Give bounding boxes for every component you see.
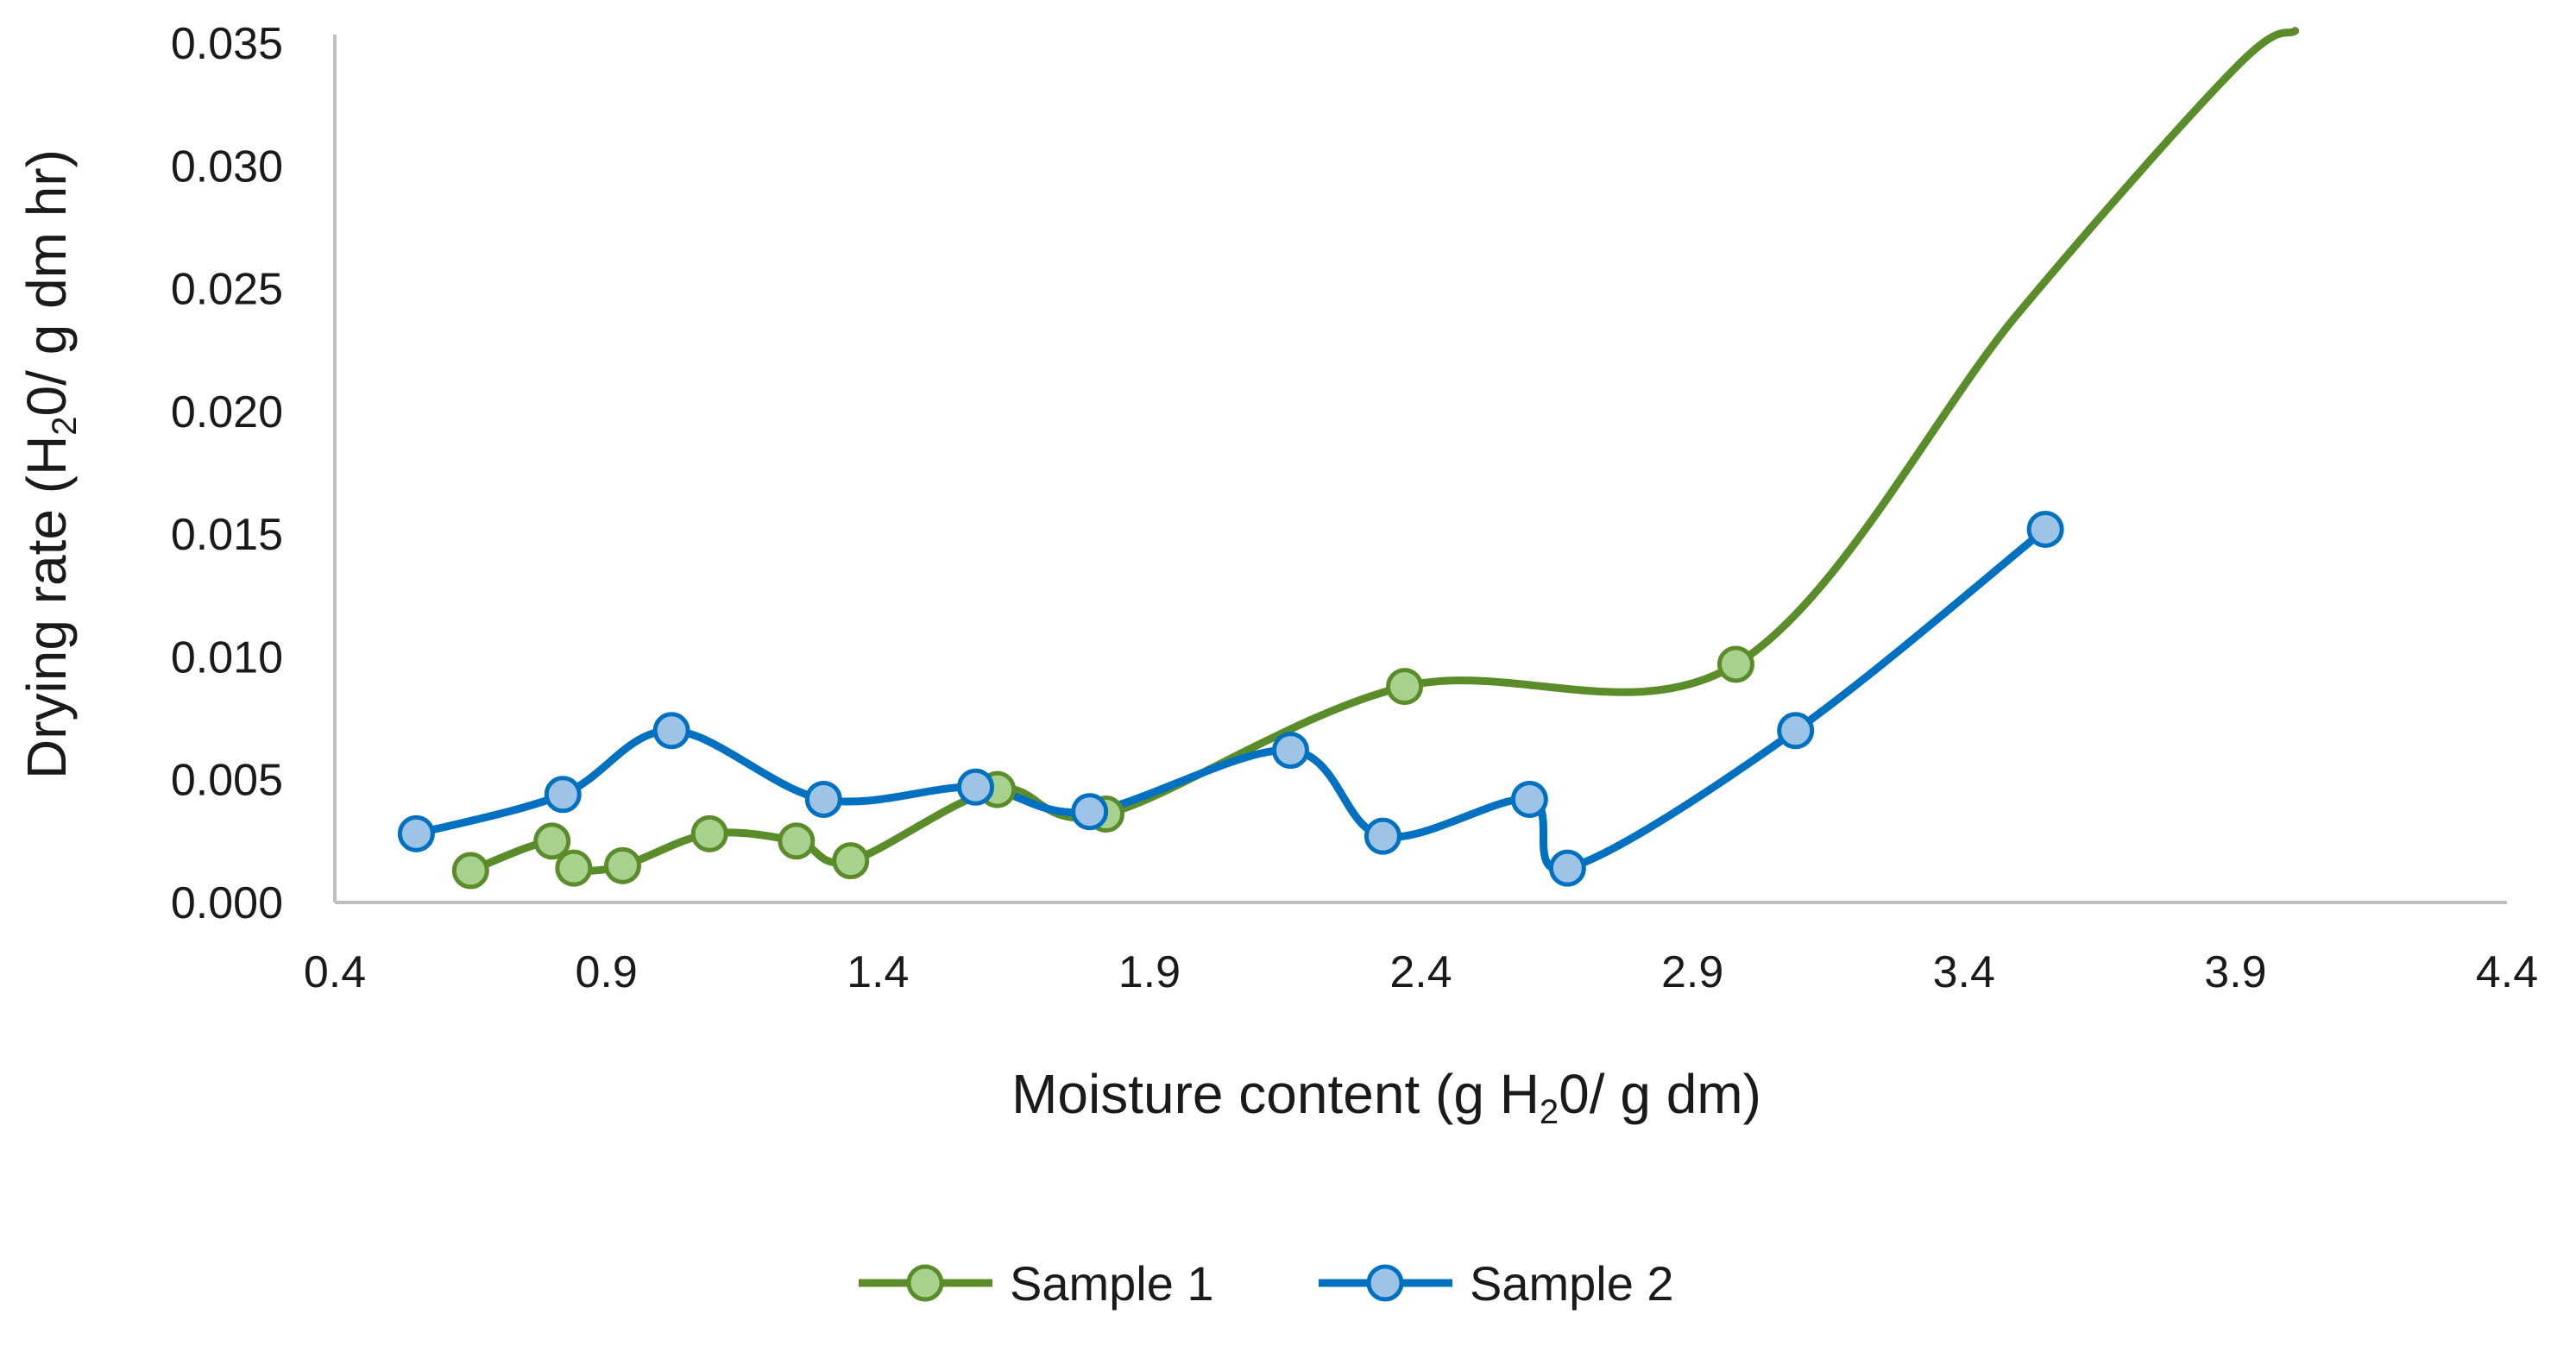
data-point-series-1	[451, 852, 489, 890]
y-axis-title-subscript: 2	[46, 416, 84, 435]
x-tick-label: 4.4	[2476, 947, 2538, 997]
data-point-series-2	[1548, 849, 1586, 887]
x-tick-label: 2.9	[1661, 947, 1723, 997]
data-point-series-1	[690, 814, 728, 852]
legend: Sample 1 Sample 2	[859, 1256, 1674, 1311]
x-axis-title: Moisture content (g H20/ g dm)	[1011, 1063, 1761, 1131]
y-tick-label: 0.035	[171, 19, 283, 69]
legend-marker-swatch	[906, 1264, 944, 1302]
x-tick-label: 3.9	[2204, 947, 2266, 997]
x-tick-label: 3.4	[1933, 947, 1995, 997]
data-point-series-2	[652, 712, 690, 750]
x-tick-label: 1.4	[847, 947, 909, 997]
data-point-series-2	[1364, 817, 1401, 855]
data-point-series-1	[1386, 668, 1424, 706]
y-tick-label: 0.005	[171, 756, 283, 806]
tick-labels: 0.4 0.9 1.4 1.9 2.4 2.9 3.4 3.9 4.4 0.000 0.005 0.0…	[171, 19, 2538, 997]
data-point-series-2	[397, 814, 435, 852]
data-point-series-2	[1777, 712, 1815, 750]
legend-item-series-1: Sample 1	[859, 1256, 1214, 1311]
legend-item-series-2: Sample 2	[1319, 1256, 1674, 1311]
y-axis-title: Drying rate (H20/ g dm hr)	[16, 149, 84, 779]
data-point-series-1	[832, 842, 870, 880]
data-point-series-2	[2026, 510, 2064, 548]
x-tick-label: 0.4	[304, 947, 366, 997]
x-tick-label: 0.9	[575, 947, 637, 997]
series-markers	[397, 510, 2064, 890]
y-tick-label: 0.030	[171, 141, 283, 192]
legend-label: Sample 1	[1010, 1256, 1214, 1311]
y-tick-label: 0.025	[171, 265, 283, 315]
axes	[333, 35, 2507, 904]
data-point-series-1	[1716, 645, 1754, 683]
y-tick-label: 0.015	[171, 510, 283, 560]
data-point-series-2	[804, 780, 842, 818]
x-tick-label: 2.4	[1389, 947, 1452, 997]
y-axis-title-rest: 0/ g dm hr)	[16, 149, 78, 416]
data-point-series-1	[604, 846, 642, 884]
series-lines	[412, 27, 2300, 875]
y-axis-title-main: Drying rate (H	[16, 436, 78, 779]
data-point-series-2	[1510, 780, 1548, 818]
x-axis-title-main: Moisture content (g H	[1011, 1063, 1540, 1125]
data-point-series-2	[1071, 793, 1109, 831]
y-tick-label: 0.010	[171, 632, 283, 682]
data-point-series-1	[778, 822, 816, 860]
data-point-series-1	[555, 849, 593, 887]
data-point-series-2	[1271, 732, 1309, 770]
x-axis-title-rest: 0/ g dm)	[1559, 1063, 1761, 1125]
legend-marker-swatch	[1366, 1264, 1404, 1302]
x-axis-title-subscript: 2	[1540, 1093, 1559, 1131]
data-point-series-1	[533, 822, 571, 860]
data-point-series-2	[544, 776, 582, 814]
x-tick-label: 1.9	[1118, 947, 1181, 997]
series-line-2	[412, 525, 2050, 874]
y-tick-label: 0.020	[171, 387, 283, 437]
data-point-series-2	[957, 768, 995, 806]
y-tick-label: 0.000	[171, 878, 283, 928]
legend-label: Sample 2	[1470, 1256, 1674, 1311]
series-line-1	[466, 27, 2300, 875]
